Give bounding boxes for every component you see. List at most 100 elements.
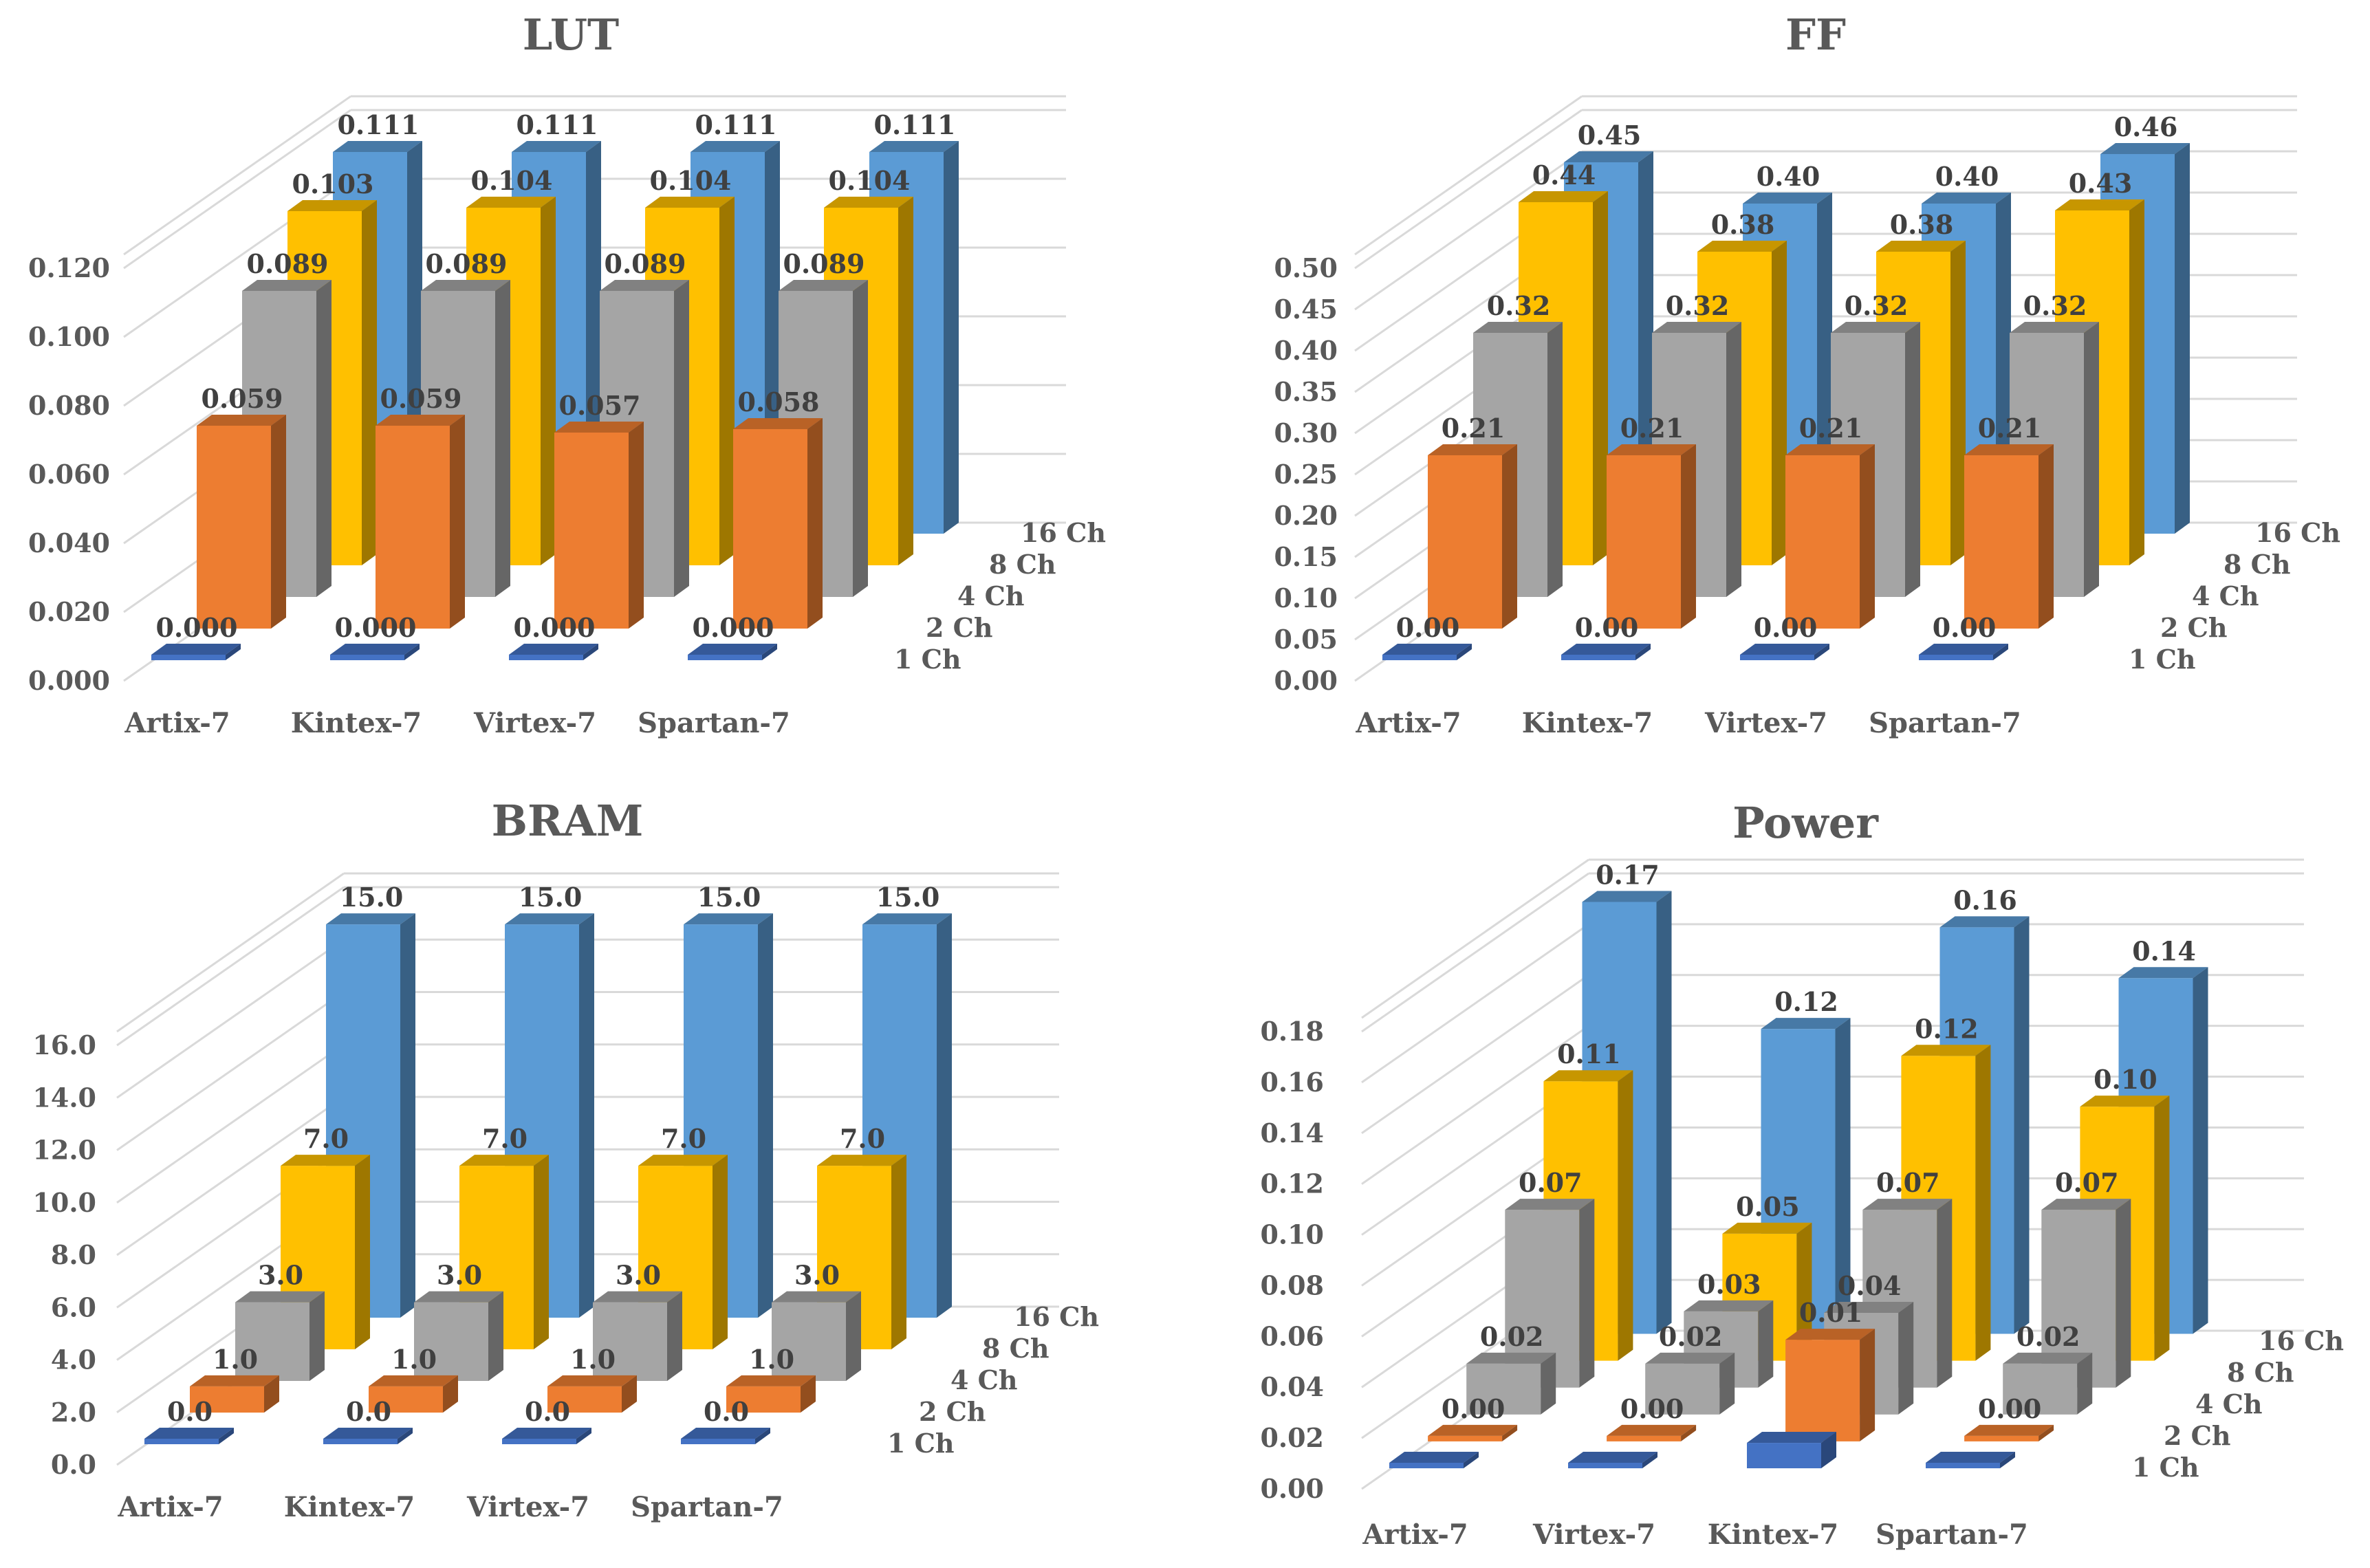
depth-label: 1 Ch	[2132, 1452, 2199, 1483]
bar	[681, 1428, 770, 1444]
category-label: Artix-7	[117, 1491, 223, 1523]
bar	[1607, 1424, 1697, 1441]
data-label: 0.00	[1396, 612, 1460, 643]
category-label: Spartan-7	[638, 707, 790, 739]
bar	[197, 415, 286, 629]
data-label: 0.104	[829, 165, 911, 196]
bar	[1428, 444, 1517, 629]
bar	[2003, 1352, 2093, 1415]
data-label: 0.00	[1754, 612, 1818, 643]
data-label: 0.10	[2094, 1064, 2157, 1095]
data-label: 0.000	[335, 612, 417, 643]
chart-title: BRAM	[492, 796, 644, 846]
bar	[547, 1375, 637, 1413]
data-label: 0.0	[167, 1396, 213, 1427]
y-tick-label: 0.00	[1260, 1473, 1324, 1504]
data-label: 0.32	[1487, 290, 1551, 321]
y-tick-label: 0.30	[1274, 417, 1338, 448]
y-tick-label: 16.0	[32, 1030, 96, 1060]
bar	[1428, 1424, 1518, 1441]
data-label: 0.111	[517, 109, 598, 140]
depth-label: 4 Ch	[2195, 1389, 2263, 1419]
bar	[369, 1375, 458, 1413]
bar	[1607, 444, 1696, 629]
data-label: 0.07	[1876, 1167, 1940, 1198]
gridline-side	[1354, 95, 1583, 256]
category-label: Spartan-7	[631, 1491, 783, 1523]
bar	[1382, 644, 1472, 660]
bar	[1645, 1352, 1735, 1415]
y-tick-label: 0.060	[28, 459, 110, 490]
data-label: 0.00	[1978, 1393, 2042, 1424]
data-label: 0.04	[1838, 1270, 1902, 1301]
depth-label: 1 Ch	[2129, 644, 2196, 675]
data-label: 0.057	[559, 390, 641, 421]
category-label: Virtex-7	[466, 1491, 589, 1523]
y-tick-label: 0.08	[1260, 1270, 1324, 1300]
y-tick-label: 8.0	[51, 1239, 96, 1270]
bar	[1964, 444, 2054, 629]
data-label: 0.01	[1799, 1297, 1863, 1328]
depth-label: 16 Ch	[2255, 517, 2340, 548]
depth-label: 2 Ch	[919, 1396, 986, 1427]
category-label: Artix-7	[124, 707, 230, 739]
y-tick-label: 0.25	[1274, 459, 1338, 490]
category-label: Spartan-7	[1876, 1518, 2028, 1551]
y-tick-label: 0.120	[28, 252, 110, 283]
bar	[235, 1291, 325, 1381]
data-label: 0.14	[2132, 935, 2196, 966]
gridline-side	[1361, 872, 1589, 1033]
data-label: 0.089	[247, 248, 329, 279]
y-tick-label: 0.14	[1260, 1118, 1324, 1148]
depth-label: 8 Ch	[2227, 1357, 2294, 1388]
y-tick-label: 0.16	[1260, 1067, 1324, 1098]
y-tick-label: 0.50	[1274, 252, 1338, 283]
data-label: 0.0	[525, 1396, 570, 1427]
depth-label: 8 Ch	[989, 549, 1056, 580]
y-tick-label: 2.0	[51, 1397, 96, 1428]
data-label: 0.0	[704, 1396, 749, 1427]
bar	[1466, 1352, 1556, 1415]
data-label: 0.111	[695, 109, 777, 140]
data-label: 0.0	[346, 1396, 391, 1427]
gridline-side	[1354, 150, 1583, 311]
data-label: 3.0	[794, 1260, 840, 1291]
bar	[1389, 1452, 1479, 1468]
y-tick-label: 0.18	[1260, 1016, 1324, 1047]
data-label: 0.059	[202, 383, 283, 414]
data-label: 0.02	[2016, 1321, 2080, 1352]
gridline-side	[116, 1096, 345, 1256]
data-label: 0.32	[1666, 290, 1730, 321]
depth-label: 4 Ch	[957, 580, 1025, 611]
y-tick-label: 6.0	[51, 1292, 96, 1322]
bar	[1568, 1452, 1657, 1468]
category-label: Spartan-7	[1869, 707, 2021, 739]
depth-label: 16 Ch	[1021, 517, 1106, 548]
bar	[323, 1428, 413, 1444]
data-label: 3.0	[258, 1260, 303, 1291]
data-label: 0.104	[650, 165, 732, 196]
bar	[554, 422, 644, 629]
y-tick-label: 0.45	[1274, 294, 1338, 325]
y-tick-label: 0.20	[1274, 500, 1338, 531]
data-label: 0.103	[292, 168, 374, 199]
category-label: Virtex-7	[473, 707, 596, 739]
bar	[1561, 644, 1651, 660]
y-tick-label: 0.02	[1260, 1422, 1324, 1453]
data-label: 0.059	[380, 383, 462, 414]
gridline-side	[123, 95, 351, 256]
data-label: 0.058	[738, 386, 820, 417]
data-label: 15.0	[697, 882, 761, 913]
data-label: 0.000	[156, 612, 238, 643]
data-label: 0.16	[1953, 884, 2017, 915]
y-tick-label: 0.100	[28, 321, 110, 352]
data-label: 0.00	[1933, 612, 1997, 643]
y-tick-label: 0.06	[1260, 1320, 1324, 1351]
data-label: 0.46	[2114, 111, 2178, 142]
bar	[330, 644, 420, 660]
bar	[1740, 644, 1829, 660]
bar	[1964, 1424, 2054, 1441]
y-tick-label: 0.40	[1274, 335, 1338, 366]
chart-title: FF	[1785, 10, 1846, 60]
category-label: Virtex-7	[1532, 1518, 1655, 1551]
